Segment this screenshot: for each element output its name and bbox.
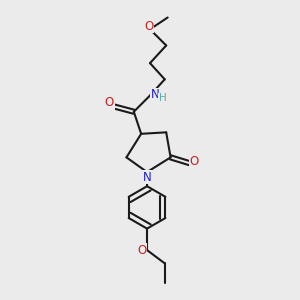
Text: N: N [143,171,152,184]
Text: O: O [145,20,154,33]
Text: O: O [190,155,199,168]
Text: O: O [137,244,146,256]
Text: H: H [159,94,167,103]
Text: O: O [105,96,114,110]
Text: N: N [151,88,160,101]
